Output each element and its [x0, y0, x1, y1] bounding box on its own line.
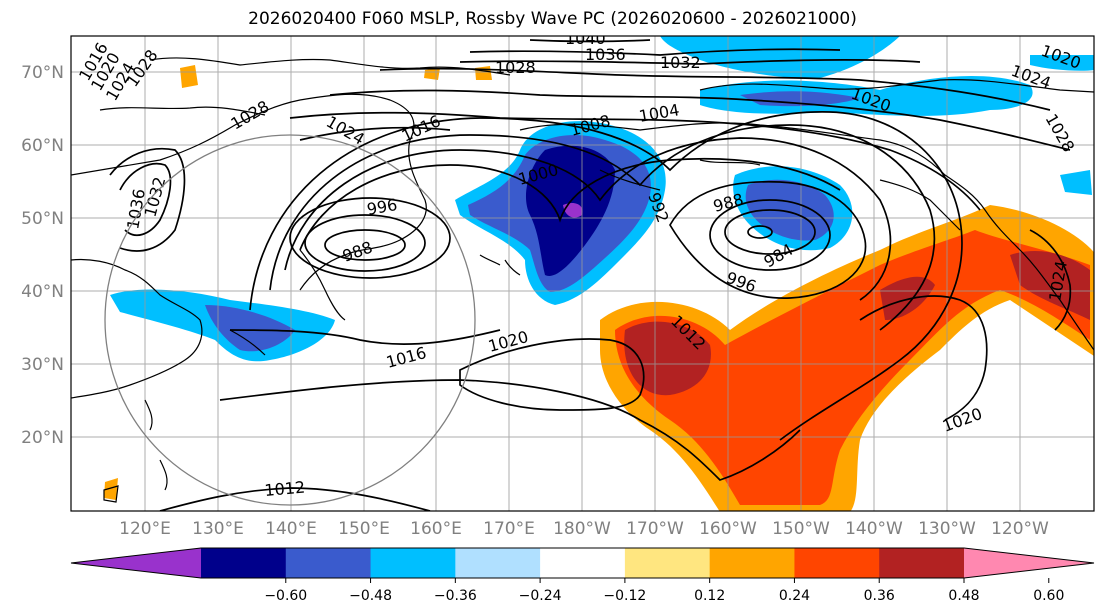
positive-anomaly-core-mid: [880, 276, 935, 320]
isobar-1012-south: [159, 487, 431, 511]
isobar-1024-north: [329, 89, 1071, 151]
isobar-992-west: [304, 214, 426, 272]
isobar-label: 1036: [585, 45, 626, 64]
colorbar-tick-label: −0.24: [519, 588, 562, 604]
graticule: [71, 36, 1094, 511]
colorbar-swatch: [624, 548, 711, 578]
isobar-1024-east: [1029, 229, 1072, 331]
isobar-label: 1032: [660, 53, 701, 72]
isobar-1020-east: [859, 295, 988, 421]
lon-label: 170°E: [483, 519, 535, 539]
isobar-1008: [269, 124, 936, 331]
negative-anomaly-northeast: [1030, 55, 1094, 195]
colorbar-swatch: [540, 548, 626, 578]
colorbar-swatch: [879, 548, 965, 578]
isobar-1040: [529, 39, 651, 43]
map-title: 2026020400 F060 MSLP, Rossby Wave PC (20…: [248, 9, 857, 29]
lat-label: 40°N: [21, 282, 64, 302]
colorbar: −0.60 −0.48 −0.36 −0.24 −0.12 0.12 0.24 0.36 0.4…: [70, 547, 1095, 604]
isobar-1020-south: [459, 338, 645, 411]
isobar-1016: [229, 329, 501, 345]
isobar-1012: [249, 111, 963, 441]
longitude-labels: 120°E 130°E 140°E 150°E 160°E 170°E 180°…: [119, 519, 1049, 539]
lat-label: 20°N: [21, 428, 64, 448]
negative-anomaly-mid-west: [205, 305, 295, 352]
isobar-1028-north: [379, 67, 1051, 111]
isobar-988-west: [324, 229, 406, 261]
isobar-1016-south: [219, 379, 801, 481]
isobar-label: 1040: [565, 29, 606, 48]
isobar-1036: [469, 48, 841, 56]
colorbar-tick-label: −0.12: [603, 588, 646, 604]
isobar-1004: [284, 137, 892, 301]
isobar-1032: [459, 58, 921, 65]
negative-anomaly-purple-central: [563, 203, 583, 218]
lon-label: 130°W: [918, 519, 976, 539]
colorbar-tick-label: 0.48: [948, 588, 979, 604]
isobar-1020-north: [289, 111, 981, 211]
colorbar-outline: [70, 547, 1095, 579]
colorbar-swatch: [201, 548, 287, 578]
positive-anomaly-core: [624, 321, 711, 396]
isobar-1016-north: [299, 126, 451, 141]
lat-label: 50°N: [21, 209, 64, 229]
isobar-label: 1012: [264, 478, 306, 500]
lon-label: 150°W: [772, 519, 830, 539]
colorbar-extend-high: [964, 548, 1094, 578]
isobar-1036-west: [119, 162, 172, 237]
isobar-label: 1028: [495, 58, 536, 77]
lon-label: 140°W: [845, 519, 903, 539]
colorbar-swatch: [455, 548, 541, 578]
isobar-980-east: [747, 225, 773, 239]
coastlines: [71, 57, 1094, 503]
isobar-996-west: [289, 197, 451, 279]
isobar-996-east: [669, 180, 867, 299]
isobar-984-east: [709, 199, 831, 271]
colorbar-extend-low: [71, 548, 201, 578]
colorbar-swatch: [370, 548, 456, 578]
colorbar-tick-label: −0.48: [349, 588, 392, 604]
latitude-labels: 70°N 60°N 50°N 40°N 30°N 20°N: [21, 63, 64, 448]
lat-label: 60°N: [21, 136, 64, 156]
colorbar-tick-label: −0.60: [264, 588, 307, 604]
negative-anomaly-outer-north: [660, 36, 900, 79]
colorbar-tick-label: 0.24: [779, 588, 810, 604]
lon-label: 170°W: [626, 519, 684, 539]
lat-label: 70°N: [21, 63, 64, 83]
colorbar-tick-label: 0.36: [864, 588, 895, 604]
lon-label: 120°W: [991, 519, 1049, 539]
negative-anomaly-dark-arctic: [740, 91, 860, 107]
positive-anomaly-mid: [615, 230, 1090, 505]
negative-anomaly-mid-east: [745, 179, 834, 241]
colorbar-tick-label: −0.36: [434, 588, 477, 604]
colorbar-swatch: [285, 548, 372, 578]
lon-label: 160°W: [699, 519, 757, 539]
lat-label: 30°N: [21, 355, 64, 375]
isobar-1000: [299, 157, 841, 251]
lon-label: 140°E: [265, 519, 317, 539]
colorbar-tick-label: 0.60: [1033, 588, 1064, 604]
lon-label: 130°E: [192, 519, 244, 539]
great-circle-ring: [104, 134, 476, 506]
colorbar-swatch: [709, 548, 795, 578]
map-frame: [70, 35, 1095, 512]
isobar-988-east: [724, 209, 816, 255]
lon-label: 150°E: [338, 519, 390, 539]
lon-label: 120°E: [119, 519, 171, 539]
lon-label: 160°E: [410, 519, 462, 539]
colorbar-swatch: [794, 548, 880, 578]
anomaly-shading: [104, 36, 1094, 511]
isobar-1032-west: [109, 147, 186, 252]
lon-label: 180°W: [553, 519, 611, 539]
colorbar-tick-label: 0.12: [694, 588, 725, 604]
isobars: [109, 39, 1072, 511]
